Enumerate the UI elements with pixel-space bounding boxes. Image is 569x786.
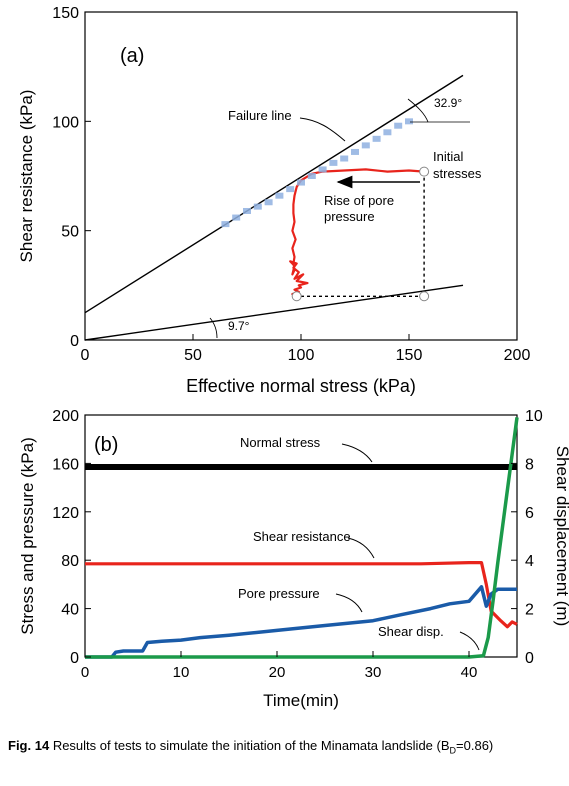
x-tick-label: 0 [81,664,89,681]
y-tick-label: 40 [61,602,79,619]
panel-a: 0 50 100 150 200 0 50 100 150 (a) Effective norm… [17,5,530,396]
annotation-angle-lower: 9.7° [228,319,250,333]
y2-tick-label: 4 [525,553,534,570]
series-failure-data-point [405,118,413,125]
panel-b-label: (b) [94,434,118,456]
series-failure-data-point [307,173,316,179]
x-tick-label: 50 [184,347,202,364]
panel-a-xlabel: Effective normal stress (kPa) [186,376,416,396]
series-failure-data-point [275,192,284,199]
series-shear-resistance-line [85,560,518,629]
y2-tick-label: 8 [525,456,534,473]
y-tick-label: 0 [70,650,79,667]
marker-point [419,166,430,177]
marker-point [419,291,430,302]
series-failure-data-point [232,214,241,221]
panel-a-ticks: 0 50 100 150 200 0 50 100 150 [52,5,530,364]
failure-line-leader [299,117,346,142]
x-tick-label: 10 [173,664,190,681]
angle-lower-arc [209,317,218,339]
y-tick-label: 150 [52,5,79,22]
y2-tick-label: 2 [525,602,534,619]
series-failure-data-point [253,203,262,210]
angle-upper-arc [407,98,429,123]
annotation-angle-upper: 32.9° [434,96,462,110]
panel-b-y2label: Shear displacement (m) [553,446,569,626]
series-failure-data-point [221,221,230,228]
y-tick-label: 120 [52,505,79,522]
series-failure-data-point [340,155,349,162]
annotation-shear-disp: Shear disp. [378,624,444,639]
x-tick-label: 100 [288,347,315,364]
shear-disp-leader [459,631,480,651]
series-failure-data-point [383,129,392,136]
panel-a-ylabel: Shear resistance (kPa) [17,90,36,263]
annotation-shear-resistance: Shear resistance [253,529,351,544]
series-failure-data-point [361,142,370,149]
panel-b-ylabel: Stress and pressure (kPa) [18,437,37,634]
x-tick-label: 150 [396,347,423,364]
y2-tick-label: 6 [525,505,534,522]
series-failure-data-point [329,159,338,166]
series-failure-data-point [286,186,295,193]
caption-figure-label: Fig. 14 [8,738,50,753]
series-pore-pressure-line [85,585,517,659]
caption-param: (BD=0.86) [436,738,494,756]
y2-tick-label: 10 [525,408,543,425]
series-failure-data-point [394,122,403,129]
series-failure-line-line [84,74,464,314]
x-tick-label: 40 [461,664,478,681]
series-lower-envelope-line [84,284,464,341]
panel-a-data-layer [84,74,464,341]
x-tick-label: 200 [504,347,531,364]
panel-b-plot-frame [84,414,518,658]
x-tick-label: 20 [269,664,286,681]
y-tick-label: 100 [52,114,79,131]
panel-b-ticks: 0 10 20 30 40 0 40 80 120 160 200 0 2 4 6 8 10 [52,408,543,681]
y-tick-label: 50 [61,224,79,241]
caption-param-value: =0.86) [456,738,494,753]
pore-pressure-leader [335,593,363,613]
series-failure-data-point [318,166,327,173]
y-tick-label: 200 [52,408,79,425]
series-failure-data-point [372,135,381,142]
series-failure-data-point [243,207,251,214]
series-shear-disp-line [85,417,519,659]
annotation-initial-line2: stresses [433,166,482,181]
annotation-pore-line1: Rise of pore [324,193,394,208]
caption-param-sub: D [449,745,457,756]
panel-a-label: (a) [120,45,144,67]
x-tick-label: 0 [81,347,90,364]
panel-b-data-layer [85,417,519,659]
y-tick-label: 80 [61,553,79,570]
annotation-pore-pressure: Pore pressure [238,586,320,601]
annotation-failure-line: Failure line [228,108,292,123]
annotation-initial-line1: Initial [433,149,463,164]
panel-b: 0 10 20 30 40 0 40 80 120 160 200 0 2 4 6 8 10 (b) Time(… [18,408,569,710]
panel-b-xlabel: Time(min) [263,691,339,710]
series-failure-data-point [264,199,273,206]
y-tick-label: 160 [52,456,79,473]
y-tick-label: 0 [70,333,79,350]
annotation-normal-stress: Normal stress [240,435,321,450]
series-failure-data-point [351,148,359,155]
figure-caption: Fig. 14 Results of tests to simulate the… [8,737,563,760]
normal-stress-leader [341,443,373,463]
x-tick-label: 30 [365,664,382,681]
y2-tick-label: 0 [525,650,534,667]
annotation-pore-line2: pressure [324,209,375,224]
shear-resistance-leader [347,537,375,559]
series-failure-data-point [297,179,305,186]
caption-text: Results of tests to simulate the initiat… [52,738,433,753]
marker-point [291,291,302,302]
caption-param-prefix: (B [436,738,450,753]
